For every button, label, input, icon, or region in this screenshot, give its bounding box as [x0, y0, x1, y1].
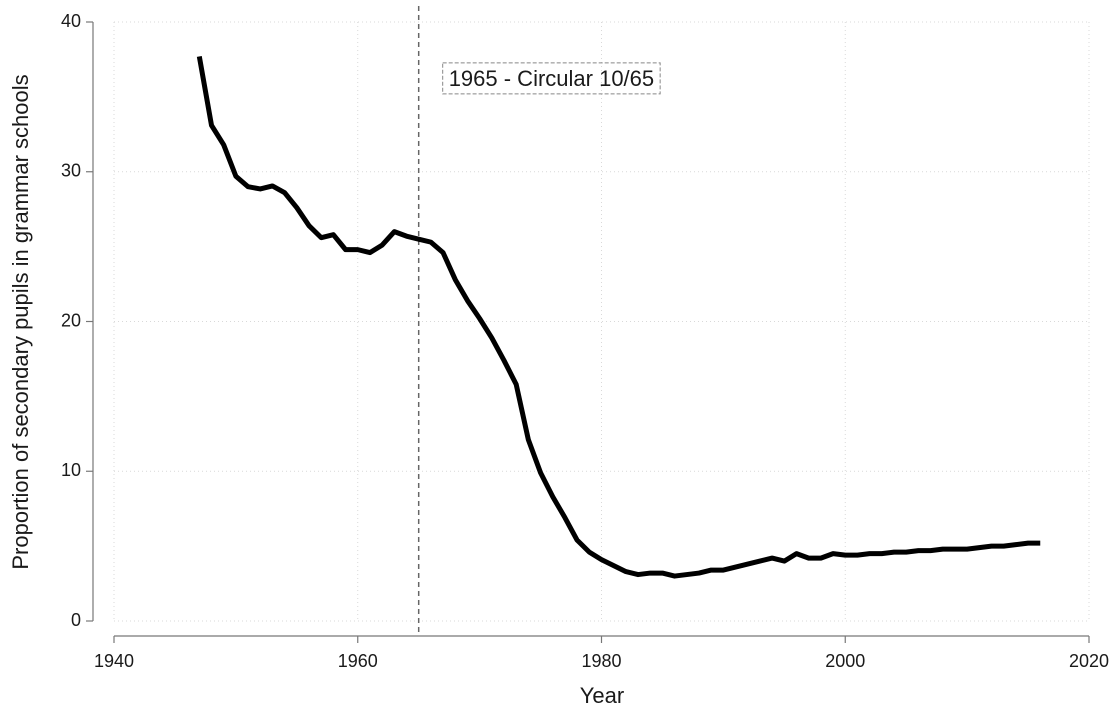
y-tick-label: 30	[61, 161, 81, 181]
y-tick-label: 40	[61, 11, 81, 31]
x-tick-label: 1980	[581, 651, 621, 671]
annotation-box	[442, 62, 661, 95]
x-tick-label: 2000	[825, 651, 865, 671]
y-axis-title: Proportion of secondary pupils in gramma…	[8, 74, 33, 569]
data-line	[196, 56, 1041, 579]
x-tick-label: 1960	[338, 651, 378, 671]
x-axis-title: Year	[580, 683, 624, 708]
x-tick-label: 2020	[1069, 651, 1109, 671]
y-tick-label: 20	[61, 310, 81, 330]
y-tick-label: 0	[71, 610, 81, 630]
x-tick-label: 1940	[94, 651, 134, 671]
y-tick-label: 10	[61, 460, 81, 480]
annotation: 1965 - Circular 10/65	[449, 66, 654, 91]
